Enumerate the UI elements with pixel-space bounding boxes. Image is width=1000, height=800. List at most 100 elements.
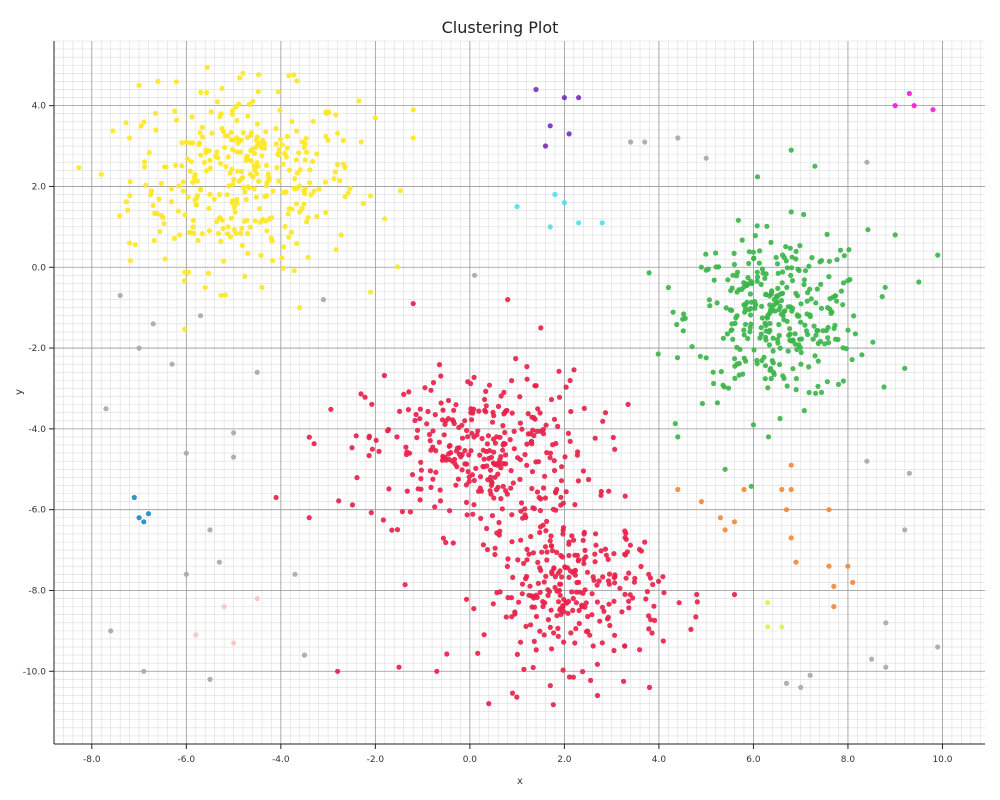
- data-point: [103, 406, 109, 412]
- data-point: [127, 192, 133, 199]
- data-point: [778, 291, 785, 297]
- data-point: [433, 448, 439, 454]
- data-point: [769, 358, 775, 364]
- data-point: [481, 632, 487, 638]
- data-point: [279, 142, 285, 148]
- data-point: [314, 151, 320, 157]
- data-point: [471, 606, 477, 612]
- data-point: [409, 472, 416, 478]
- data-point: [191, 175, 197, 181]
- data-point: [216, 559, 222, 565]
- data-point: [584, 569, 591, 575]
- data-point: [255, 88, 261, 95]
- data-point: [703, 355, 709, 361]
- data-point: [524, 441, 530, 447]
- data-point: [777, 361, 783, 368]
- data-point: [793, 387, 799, 393]
- data-point: [490, 460, 496, 466]
- data-point: [790, 305, 796, 311]
- data-point: [280, 161, 286, 167]
- data-point: [289, 119, 295, 125]
- data-point: [808, 296, 814, 302]
- data-point: [745, 275, 751, 281]
- data-point: [198, 89, 204, 95]
- data-point: [222, 144, 228, 151]
- data-point: [566, 541, 572, 547]
- data-point: [301, 188, 307, 194]
- data-point: [768, 376, 774, 382]
- x-tick-label: -4.0: [272, 755, 290, 765]
- data-point: [521, 666, 527, 673]
- data-point: [852, 331, 859, 337]
- data-point: [728, 327, 734, 334]
- data-point: [798, 301, 804, 307]
- data-point: [303, 149, 310, 155]
- data-point: [759, 303, 765, 309]
- data-point: [214, 219, 220, 225]
- data-point: [307, 167, 313, 173]
- data-point: [281, 244, 287, 250]
- data-point: [235, 140, 241, 146]
- data-point: [462, 448, 468, 454]
- data-point: [545, 592, 551, 599]
- data-point: [611, 551, 617, 557]
- data-point: [906, 470, 913, 476]
- data-point: [823, 327, 829, 334]
- data-point: [826, 340, 832, 346]
- data-point: [498, 465, 504, 471]
- data-point: [765, 624, 771, 630]
- data-point: [845, 563, 851, 569]
- data-point: [529, 485, 535, 492]
- data-point: [733, 315, 739, 321]
- data-point: [756, 260, 762, 266]
- data-point: [183, 450, 189, 456]
- data-point: [566, 552, 572, 559]
- data-point: [301, 201, 307, 207]
- data-point: [233, 230, 239, 237]
- data-point: [879, 294, 885, 300]
- data-point: [676, 600, 682, 606]
- data-point: [239, 242, 245, 248]
- data-point: [538, 325, 544, 331]
- data-point: [264, 183, 270, 189]
- data-point: [551, 458, 557, 464]
- data-point: [231, 430, 237, 436]
- data-point: [469, 430, 475, 436]
- data-point: [305, 215, 311, 221]
- data-point: [699, 400, 706, 407]
- data-point: [440, 407, 446, 413]
- x-tick-label: -8.0: [83, 755, 101, 765]
- data-point: [741, 284, 747, 290]
- data-point: [906, 90, 913, 97]
- y-tick-label: -10.0: [23, 667, 47, 677]
- data-point: [422, 385, 428, 391]
- data-point: [840, 345, 846, 351]
- data-point: [832, 322, 838, 328]
- data-point: [273, 141, 279, 147]
- data-point: [333, 247, 339, 253]
- data-point: [110, 128, 116, 134]
- data-point: [430, 444, 436, 450]
- data-point: [831, 604, 837, 610]
- data-point: [256, 178, 262, 184]
- data-point: [151, 237, 157, 244]
- data-point: [294, 240, 300, 247]
- data-point: [524, 364, 530, 370]
- data-point: [547, 624, 553, 631]
- data-point: [185, 194, 191, 200]
- data-point: [258, 252, 264, 258]
- data-point: [471, 477, 477, 484]
- data-point: [514, 694, 520, 700]
- data-point: [788, 147, 794, 153]
- data-point: [340, 137, 346, 143]
- data-point: [739, 237, 745, 243]
- data-point: [585, 613, 591, 620]
- data-point: [125, 207, 131, 213]
- data-point: [277, 107, 283, 113]
- data-point: [529, 414, 535, 420]
- data-point: [847, 276, 853, 283]
- data-point: [771, 296, 777, 302]
- data-point: [788, 272, 794, 278]
- data-point: [214, 149, 220, 155]
- data-point: [665, 284, 672, 291]
